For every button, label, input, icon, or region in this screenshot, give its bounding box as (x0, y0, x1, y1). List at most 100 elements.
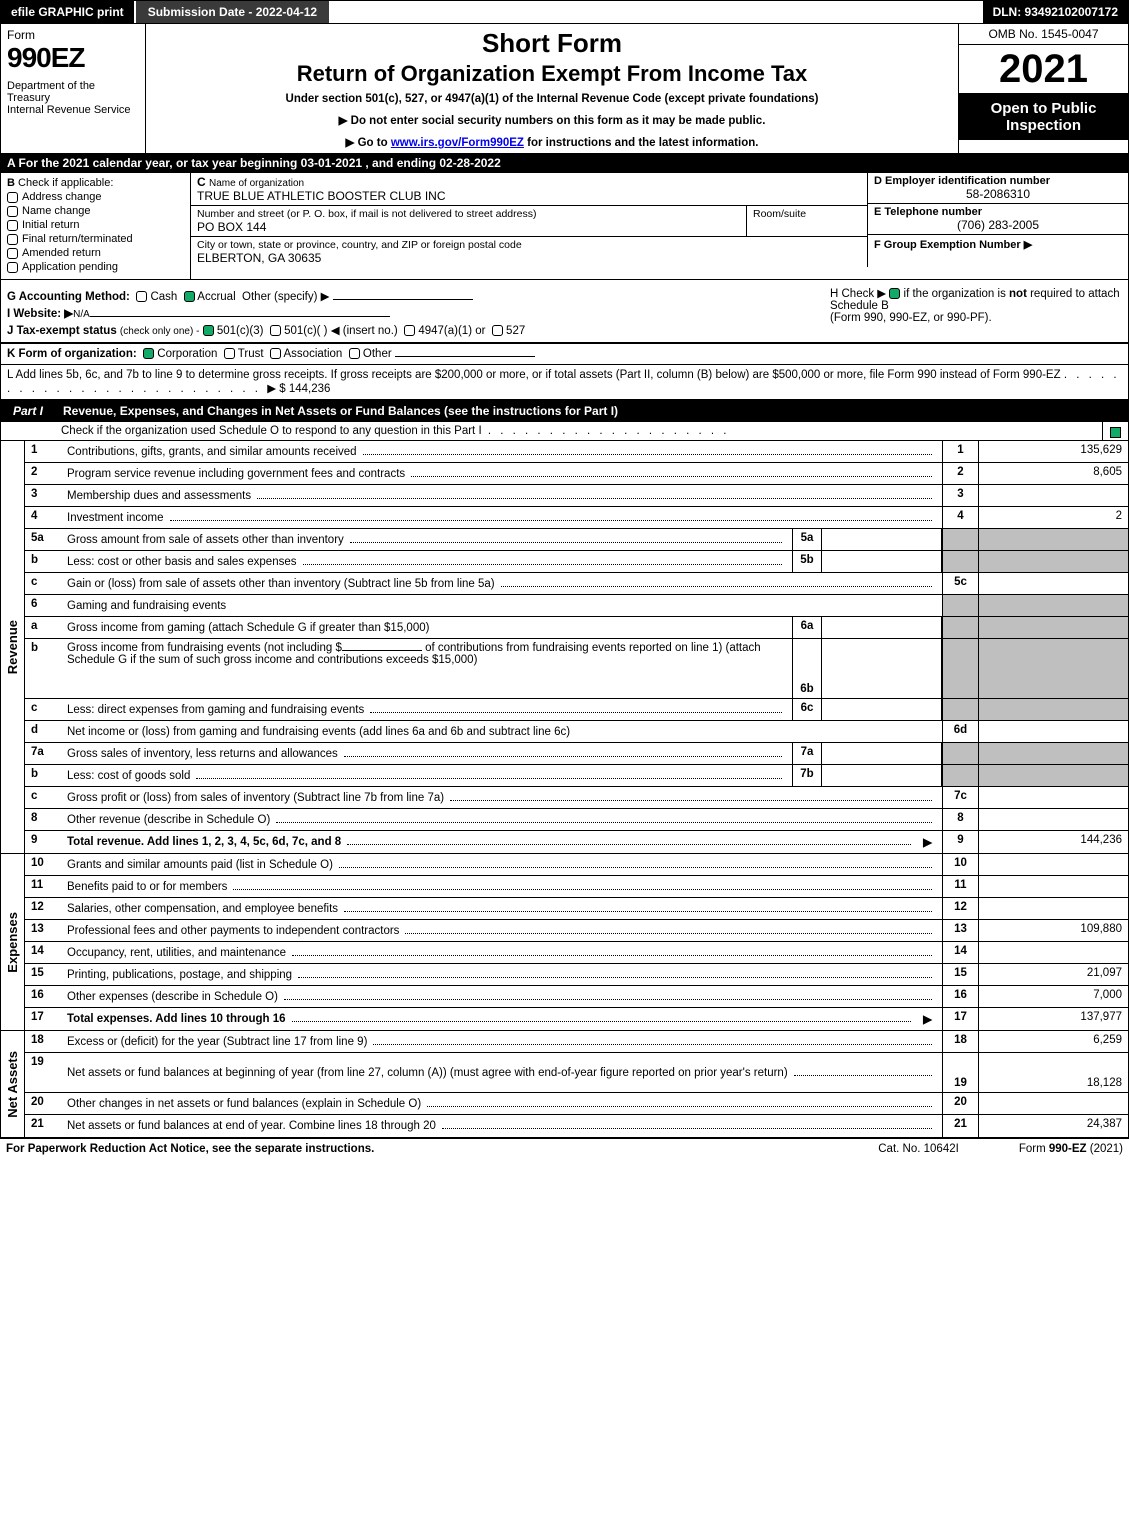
vtab-expenses: Expenses (1, 854, 25, 1030)
l6b-rn (942, 639, 978, 698)
l5c-num: c (25, 573, 63, 594)
cb-application-pending[interactable]: Application pending (7, 261, 184, 273)
form-label: Form (7, 28, 139, 42)
l9-num: 9 (25, 831, 63, 853)
l13-rn: 13 (942, 920, 978, 941)
l13-desc: Professional fees and other payments to … (67, 925, 399, 937)
opt-accrual: Accrual (197, 291, 235, 303)
l7a-val (822, 743, 942, 764)
vtab-netassets: Net Assets (1, 1031, 25, 1137)
l8-num: 8 (25, 809, 63, 830)
l5a-amt (978, 529, 1128, 550)
l11-desc: Benefits paid to or for members (67, 881, 227, 893)
l16-desc: Other expenses (describe in Schedule O) (67, 991, 278, 1003)
l6a-rn (942, 617, 978, 638)
footer-left: For Paperwork Reduction Act Notice, see … (6, 1143, 878, 1155)
l6-num: 6 (25, 595, 63, 616)
cb-accrual[interactable] (184, 291, 195, 302)
l6c-rn (942, 699, 978, 720)
cb-initial-return[interactable]: Initial return (7, 219, 184, 231)
cb-trust[interactable] (224, 348, 235, 359)
l18-desc: Excess or (deficit) for the year (Subtra… (67, 1036, 367, 1048)
l15-amt: 21,097 (978, 964, 1128, 985)
l15-desc: Printing, publications, postage, and shi… (67, 969, 292, 981)
arrow-icon: ▶ (917, 835, 938, 849)
j-label: J Tax-exempt status (7, 325, 117, 337)
l7c-rn: 7c (942, 787, 978, 808)
def-column: D Employer identification number 58-2086… (868, 173, 1128, 267)
l6c-sub: 6c (792, 699, 822, 720)
cb-527[interactable] (492, 325, 503, 336)
l8-desc: Other revenue (describe in Schedule O) (67, 814, 270, 826)
l2-desc: Program service revenue including govern… (67, 468, 405, 480)
cb-schedule-b[interactable] (889, 288, 900, 299)
cb-other-org[interactable] (349, 348, 360, 359)
l11-amt (978, 876, 1128, 897)
cb-cash[interactable] (136, 291, 147, 302)
cb-schedule-o[interactable] (1110, 427, 1121, 438)
b-hint: Check if applicable: (18, 177, 113, 189)
h-pre: H Check ▶ (830, 288, 889, 300)
l20-rn: 20 (942, 1093, 978, 1114)
c-name-hint: Name of organization (209, 178, 304, 189)
l5b-val (822, 551, 942, 572)
section-k: K Form of organization: Corporation Trus… (0, 343, 1129, 365)
open-to-public: Open to Public Inspection (959, 94, 1128, 140)
subtitle: Under section 501(c), 527, or 4947(a)(1)… (156, 93, 948, 105)
efile-print-button[interactable]: efile GRAPHIC print (1, 1, 136, 23)
l16-num: 16 (25, 986, 63, 1007)
expenses-block: Expenses 10Grants and similar amounts pa… (0, 854, 1129, 1031)
part1-sub-text: Check if the organization used Schedule … (61, 425, 482, 437)
l5a-desc: Gross amount from sale of assets other t… (67, 534, 344, 546)
cb-4947[interactable] (404, 325, 415, 336)
cb-501c[interactable] (270, 325, 281, 336)
l3-desc: Membership dues and assessments (67, 490, 251, 502)
irs-link[interactable]: www.irs.gov/Form990EZ (391, 137, 524, 149)
l7c-num: c (25, 787, 63, 808)
l2-rn: 2 (942, 463, 978, 484)
l4-rn: 4 (942, 507, 978, 528)
line-j: J Tax-exempt status (check only one) - 5… (7, 323, 822, 337)
cb-association[interactable] (270, 348, 281, 359)
footer-catno: Cat. No. 10642I (878, 1143, 959, 1155)
cb-501c3[interactable] (203, 325, 214, 336)
l6d-num: d (25, 721, 63, 742)
d-label: D Employer identification number (874, 175, 1122, 187)
cb-address-change[interactable]: Address change (7, 191, 184, 203)
l2-num: 2 (25, 463, 63, 484)
l6b-amount-field[interactable] (342, 650, 422, 651)
cb-amended-return[interactable]: Amended return (7, 247, 184, 259)
l8-rn: 8 (942, 809, 978, 830)
goto-post: for instructions and the latest informat… (524, 137, 759, 149)
l20-amt (978, 1093, 1128, 1114)
l12-rn: 12 (942, 898, 978, 919)
cb-name-change[interactable]: Name change (7, 205, 184, 217)
l6-desc: Gaming and fundraising events (67, 600, 226, 612)
l14-amt (978, 942, 1128, 963)
cb-final-return[interactable]: Final return/terminated (7, 233, 184, 245)
l6a-num: a (25, 617, 63, 638)
short-form-title: Short Form (156, 28, 948, 59)
h-mid: if the organization is (900, 288, 1009, 300)
ein-value: 58-2086310 (874, 187, 1122, 201)
l6b-val (822, 639, 942, 698)
l12-num: 12 (25, 898, 63, 919)
l19-desc: Net assets or fund balances at beginning… (67, 1067, 788, 1079)
other-specify-field[interactable] (333, 299, 473, 300)
website-field[interactable] (90, 316, 390, 317)
part1-sub: Check if the organization used Schedule … (0, 422, 1129, 441)
part1-bar: Part I Revenue, Expenses, and Changes in… (0, 400, 1129, 422)
l9-desc: Total revenue. Add lines 1, 2, 3, 4, 5c,… (67, 836, 341, 848)
l10-desc: Grants and similar amounts paid (list in… (67, 859, 333, 871)
warning-ssn: ▶ Do not enter social security numbers o… (156, 113, 948, 127)
street-value: PO BOX 144 (197, 220, 740, 234)
l17-num: 17 (25, 1008, 63, 1030)
opt-cash: Cash (150, 291, 177, 303)
other-org-field[interactable] (395, 356, 535, 357)
l-amount: ▶ $ 144,236 (267, 383, 330, 395)
line-h: H Check ▶ if the organization is not req… (822, 286, 1122, 340)
j-hint: (check only one) - (120, 326, 199, 337)
l21-num: 21 (25, 1115, 63, 1137)
l7b-num: b (25, 765, 63, 786)
cb-corporation[interactable] (143, 348, 154, 359)
